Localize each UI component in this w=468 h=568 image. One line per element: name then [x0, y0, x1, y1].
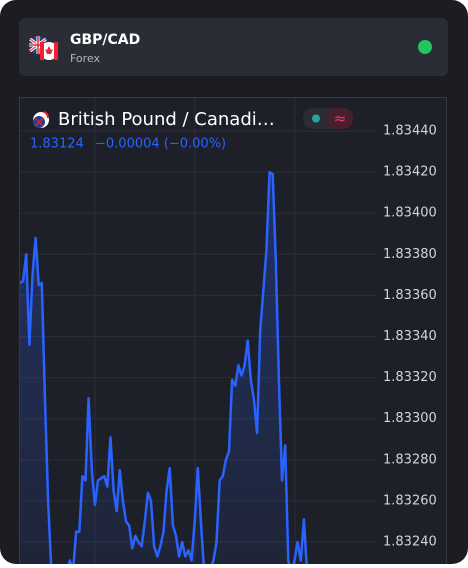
indicator-toggle[interactable]: ≈	[303, 108, 353, 129]
symbol-name: GBP/CAD	[70, 32, 140, 48]
price-line	[20, 170, 309, 564]
y-tick-label: 1.83300	[383, 411, 437, 426]
chart-title: British Pound / Canadi…	[58, 109, 275, 130]
price-change: −0.00004 (−0.00%)	[95, 137, 226, 152]
y-tick-label: 1.83240	[383, 535, 437, 550]
y-tick-label: 1.83260	[383, 493, 437, 508]
y-tick-label: 1.83380	[383, 247, 437, 262]
indicator-icon: ≈	[334, 110, 347, 128]
symbol-card[interactable]	[19, 18, 448, 76]
y-tick-label: 1.83280	[383, 452, 437, 467]
y-tick-label: 1.83340	[383, 329, 437, 344]
y-tick-label: 1.83320	[383, 370, 437, 385]
last-price: 1.83124	[30, 137, 84, 152]
flag-icon	[29, 36, 58, 60]
status-dot	[418, 40, 432, 54]
chart-legend: British Pound / Canadi… 1.83124 −0.00004…	[30, 109, 275, 152]
y-tick-label: 1.83360	[383, 288, 437, 303]
area	[20, 172, 307, 564]
y-tick-label: 1.83400	[383, 206, 437, 221]
y-tick-label: 1.83440	[383, 124, 437, 139]
symbol-market: Forex	[70, 52, 101, 65]
y-tick-label: 1.83420	[383, 165, 437, 180]
